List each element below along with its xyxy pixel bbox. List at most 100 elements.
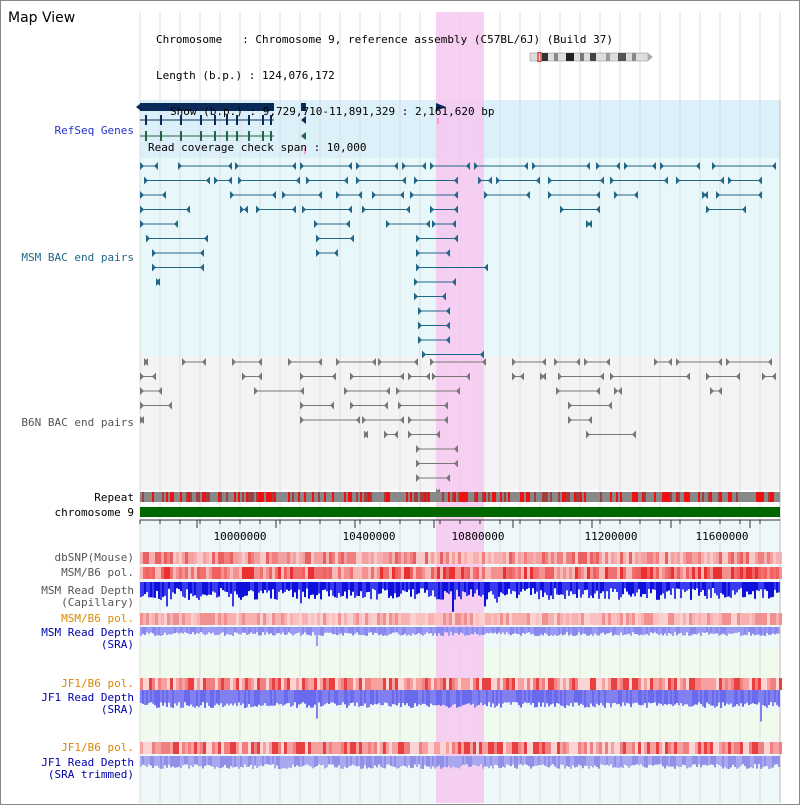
jf1-b6-pol2-cell	[161, 742, 164, 754]
jf1-b6-pol2-cell	[413, 742, 416, 754]
dbsnp-cell	[548, 552, 551, 564]
msm-cap-depth-bar	[256, 582, 258, 600]
track-label-msm-bac[interactable]: MSM BAC end pairs	[21, 251, 134, 264]
b6n-bac-end	[182, 358, 186, 366]
track-label-refseq[interactable]: RefSeq Genes	[54, 124, 134, 137]
jf1-trim-depth-bar	[238, 756, 240, 769]
dbsnp-cell	[191, 552, 194, 564]
dbsnp-cell	[728, 552, 731, 564]
msm-sra-depth-bar	[202, 627, 204, 634]
track-label-msm-depth-capillary[interactable]: MSM Read Depth	[41, 584, 134, 597]
msm-sra-depth-bar	[380, 627, 382, 635]
msm-b6-pol-cell	[233, 567, 236, 579]
msm-b6-pol2-cell	[239, 613, 242, 625]
msm-b6-pol2-cell	[344, 613, 347, 625]
msm-b6-pol2-cell	[629, 613, 632, 625]
msm-cap-depth-bar	[634, 582, 636, 597]
jf1-depth-bar	[588, 690, 590, 708]
jf1-trim-depth-bar	[404, 756, 406, 766]
jf1-b6-pol-cell	[491, 678, 494, 690]
repeat-element	[246, 492, 248, 502]
msm-b6-pol2-cell	[395, 613, 398, 625]
jf1-trim-depth-bar	[630, 756, 632, 766]
msm-sra-depth-bar	[150, 627, 152, 633]
jf1-trim-depth-bar	[724, 756, 726, 768]
msm-b6-pol2-cell	[197, 613, 200, 625]
dbsnp-cell	[542, 552, 545, 564]
msm-b6-pol2-cell	[659, 613, 662, 625]
repeat-element	[386, 492, 388, 502]
msm-b6-pol2-cell	[314, 613, 317, 625]
dbsnp-cell	[500, 552, 503, 564]
jf1-trim-depth-bar	[362, 756, 364, 769]
track-label-jf1-b6-pol[interactable]: JF1/B6 pol.	[61, 677, 134, 690]
jf1-trim-depth-bar	[356, 756, 358, 767]
msm-b6-pol-cell	[308, 567, 311, 579]
msm-sra-depth-bar	[608, 627, 610, 634]
msm-sra-depth-bar	[602, 627, 604, 633]
msm-sra-depth-bar	[208, 627, 210, 633]
msm-b6-pol2-cell	[779, 613, 782, 625]
msm-b6-pol-cell	[155, 567, 158, 579]
track-label-jf1-trimmed[interactable]: JF1 Read Depth	[41, 756, 134, 769]
msm-b6-pol2-cell	[245, 613, 248, 625]
msm-cap-depth-bar	[222, 582, 224, 591]
msm-cap-depth-bar	[714, 582, 716, 594]
msm-sra-depth-bar	[436, 627, 438, 636]
jf1-trim-depth-bar	[644, 756, 646, 768]
msm-b6-pol2-cell	[650, 613, 653, 625]
jf1-b6-pol-cell	[725, 678, 728, 690]
dbsnp-cell	[719, 552, 722, 564]
jf1-depth-bar	[638, 690, 640, 705]
msm-sra-depth-bar	[234, 627, 236, 633]
jf1-b6-pol-cell	[398, 678, 401, 690]
msm-cap-depth-bar	[702, 582, 704, 590]
track-label-dbsnp[interactable]: dbSNP(Mouse)	[54, 551, 134, 564]
jf1-depth-bar	[592, 690, 594, 707]
msm-sra-depth-bar	[694, 627, 696, 634]
jf1-b6-pol2-cell	[461, 742, 464, 754]
track-label-msm-b6-pol-2[interactable]: MSM/B6 pol.	[61, 612, 134, 625]
dbsnp-cell	[227, 552, 230, 564]
jf1-trim-depth-bar	[540, 756, 542, 766]
track-label-jf1-depth[interactable]: JF1 Read Depth	[41, 691, 134, 704]
chromosome-ideogram[interactable]	[528, 52, 654, 62]
jf1-trim-depth-bar	[398, 756, 400, 769]
jf1-b6-pol-cell	[326, 678, 329, 690]
track-label-msm-depth-sra[interactable]: MSM Read Depth	[41, 626, 134, 639]
msm-cap-depth-bar	[708, 582, 710, 590]
msm-cap-depth-bar	[566, 582, 568, 591]
msm-b6-pol-cell	[143, 567, 146, 579]
jf1-depth-bar	[650, 690, 652, 704]
jf1-depth-bar	[768, 690, 770, 705]
track-label-msm-b6-pol[interactable]: MSM/B6 pol.	[61, 566, 134, 579]
dbsnp-cell	[431, 552, 434, 564]
dbsnp-cell	[368, 552, 371, 564]
dbsnp-cell	[308, 552, 311, 564]
jf1-depth-bar	[358, 690, 360, 707]
msm-bac-end	[140, 220, 144, 228]
msm-b6-pol-cell	[398, 567, 401, 579]
msm-bac-end	[548, 191, 552, 199]
msm-b6-pol-cell	[380, 567, 383, 579]
jf1-b6-pol-cell	[692, 678, 695, 690]
msm-b6-pol-cell	[530, 567, 533, 579]
dbsnp-cell	[335, 552, 338, 564]
jf1-trim-depth-bar	[146, 756, 148, 768]
repeat-element	[324, 492, 326, 502]
msm-bac-end	[272, 191, 276, 199]
jf1-b6-pol2-cell	[338, 742, 341, 754]
jf1-trim-depth-bar	[506, 756, 508, 765]
repeat-element	[292, 492, 294, 502]
jf1-b6-pol-cell	[296, 678, 299, 690]
dbsnp-cell	[203, 552, 206, 564]
dbsnp-cell	[389, 552, 392, 564]
jf1-trim-depth-bar	[224, 756, 226, 765]
jf1-b6-pol-cell	[500, 678, 503, 690]
jf1-trim-depth-bar	[704, 756, 706, 765]
track-label-b6n-bac[interactable]: B6N BAC end pairs	[21, 416, 134, 429]
msm-b6-pol2-cell	[710, 613, 713, 625]
track-label-repeat[interactable]: Repeat	[94, 491, 134, 504]
track-label-jf1-b6-pol-2[interactable]: JF1/B6 pol.	[61, 741, 134, 754]
